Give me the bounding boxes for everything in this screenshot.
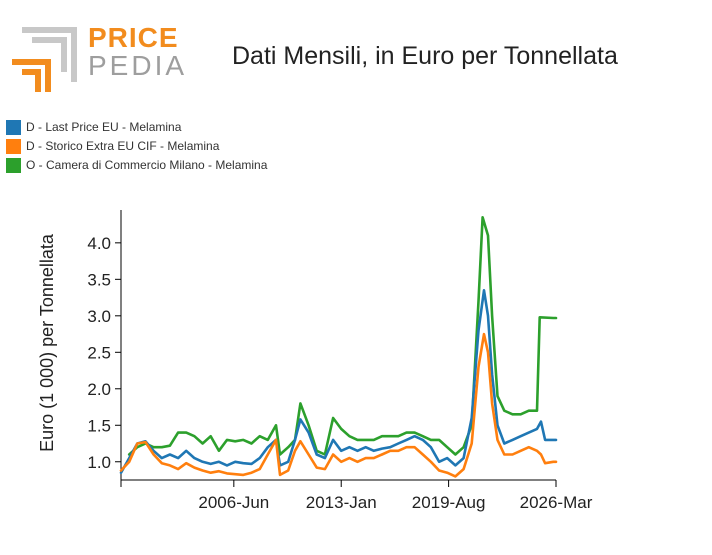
series-line-0: [119, 288, 558, 475]
y-tick-label: 3.5: [87, 270, 111, 289]
x-tick-label: 2013-Jan: [306, 493, 377, 512]
y-tick-label: 1.0: [87, 453, 111, 472]
x-tick-label: 2019-Aug: [412, 493, 486, 512]
series-line-1: [119, 332, 558, 478]
logo-mark-icon: [12, 27, 77, 92]
legend-label: D - Storico Extra EU CIF - Melamina: [26, 139, 220, 153]
legend-item-storico-extra-eu[interactable]: D - Storico Extra EU CIF - Melamina: [6, 137, 267, 156]
legend-swatch: [6, 158, 21, 173]
series-line-2: [127, 216, 558, 456]
chart-title: Dati Mensili, in Euro per Tonnellata: [232, 42, 618, 70]
legend-label: D - Last Price EU - Melamina: [26, 120, 182, 134]
y-tick-label: 4.0: [87, 234, 111, 253]
y-tick-label: 3.0: [87, 307, 111, 326]
pricepedia-logo: PRICE PEDIA: [8, 22, 184, 92]
legend: D - Last Price EU - Melamina D - Storico…: [6, 118, 267, 175]
x-tick-label: 2026-Mar: [520, 493, 593, 512]
logo-word-pedia: PEDIA: [88, 50, 188, 81]
legend-item-camera-commercio[interactable]: O - Camera di Commercio Milano - Melamin…: [6, 156, 267, 175]
legend-label: O - Camera di Commercio Milano - Melamin…: [26, 158, 268, 172]
y-tick-label: 2.0: [87, 380, 111, 399]
logo-word-price: PRICE: [88, 22, 179, 53]
y-axis-label: Euro (1 000) per Tonnellata: [37, 233, 57, 452]
x-tick-label: 2006-Jun: [198, 493, 269, 512]
legend-item-last-price[interactable]: D - Last Price EU - Melamina: [6, 118, 267, 137]
y-tick-label: 2.5: [87, 343, 111, 362]
legend-swatch: [6, 139, 21, 154]
y-tick-label: 1.5: [87, 416, 111, 435]
legend-swatch: [6, 120, 21, 135]
